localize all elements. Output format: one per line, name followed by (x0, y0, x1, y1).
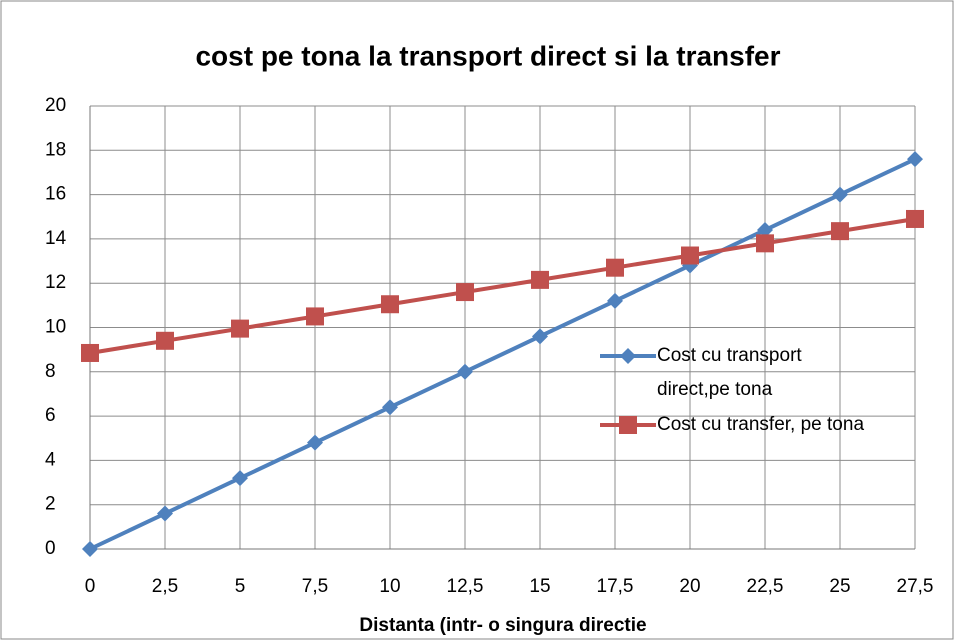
x-tick-label: 2,5 (152, 576, 178, 597)
marker (307, 434, 323, 451)
y-tick-label: 0 (45, 538, 56, 559)
marker (531, 270, 549, 289)
y-tick-label: 14 (45, 228, 67, 249)
x-tick-label: 0 (85, 576, 96, 597)
legend-label: Cost cu transfer, pe tona (657, 414, 865, 435)
y-tick-label: 18 (45, 139, 66, 160)
marker (456, 283, 474, 302)
marker (381, 295, 399, 314)
marker (681, 246, 699, 265)
marker (81, 343, 99, 362)
legend-marker (620, 348, 636, 364)
marker (306, 307, 324, 326)
marker (756, 234, 774, 253)
marker (156, 331, 174, 350)
marker (157, 505, 173, 522)
y-tick-label: 16 (45, 184, 66, 205)
marker (382, 399, 398, 416)
x-tick-label: 5 (235, 576, 246, 597)
chart-title: cost pe tona la transport direct si la t… (195, 40, 780, 71)
marker (832, 186, 848, 203)
marker (607, 292, 623, 309)
marker (907, 151, 923, 168)
marker (532, 328, 548, 345)
y-tick-label: 6 (45, 405, 56, 426)
x-tick-label: 12,5 (447, 576, 484, 597)
y-tick-label: 2 (45, 494, 56, 515)
y-tick-label: 20 (45, 95, 66, 116)
x-tick-label: 27,5 (897, 576, 934, 597)
y-tick-label: 12 (45, 272, 66, 293)
x-tick-label: 22,5 (747, 576, 784, 597)
legend-marker (619, 416, 637, 434)
series-line (89, 216, 916, 355)
marker (82, 541, 98, 557)
y-tick-label: 8 (45, 361, 56, 382)
x-tick-label: 7,5 (302, 576, 328, 597)
x-tick-label: 15 (529, 576, 550, 597)
marker (231, 319, 249, 338)
marker (757, 222, 773, 239)
y-tick-label: 10 (45, 317, 66, 338)
legend-label: Cost cu transport direct,pe tona (657, 345, 802, 400)
marker (831, 222, 849, 241)
x-tick-label: 17,5 (597, 576, 634, 597)
marker (906, 209, 924, 228)
marker (606, 258, 624, 277)
marker (232, 470, 248, 487)
y-tick-label: 4 (45, 449, 56, 470)
x-tick-label: 25 (829, 576, 850, 597)
x-tick-label: 20 (679, 576, 700, 597)
marker (457, 363, 473, 380)
series-line (89, 157, 916, 551)
x-axis-title: Distanta (intr- o singura directie (359, 615, 646, 636)
x-tick-label: 10 (379, 576, 400, 597)
